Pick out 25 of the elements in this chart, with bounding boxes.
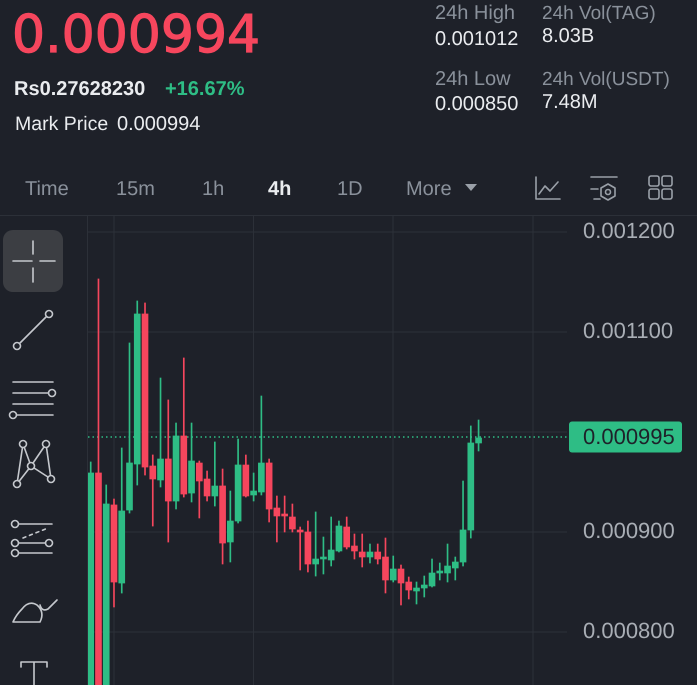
text: 15m	[116, 178, 155, 200]
y-tick-label: 0.001100	[583, 318, 674, 344]
y-tick-label: 0.000900	[583, 518, 675, 544]
text: 0.000994	[12, 5, 260, 66]
text: 1h	[202, 178, 224, 200]
text: 8.03B	[542, 25, 594, 48]
text: 1D	[337, 178, 363, 200]
y-tick-label: 0.000800	[583, 618, 675, 644]
text: 24h Vol(USDT)	[542, 68, 670, 90]
text: More	[406, 178, 452, 200]
text: 7.48M	[542, 91, 598, 114]
text: 24h High	[435, 2, 516, 24]
candlestick	[157, 378, 164, 488]
ref-line-label: 0.000995	[583, 424, 675, 450]
y-tick-label: 0.001200	[583, 218, 675, 244]
text: +16.67%	[165, 78, 245, 100]
text: Mark Price	[15, 112, 108, 134]
text: 24h Vol(TAG)	[542, 2, 656, 24]
text: 4h	[268, 178, 292, 200]
chart-title: 0.000994	[117, 113, 200, 136]
text: 0.001012	[435, 28, 518, 50]
text: 24h Low	[435, 68, 511, 90]
text: 0.000850	[435, 93, 518, 116]
text: Rs0.27628230	[14, 78, 146, 100]
text: Time	[25, 178, 69, 200]
